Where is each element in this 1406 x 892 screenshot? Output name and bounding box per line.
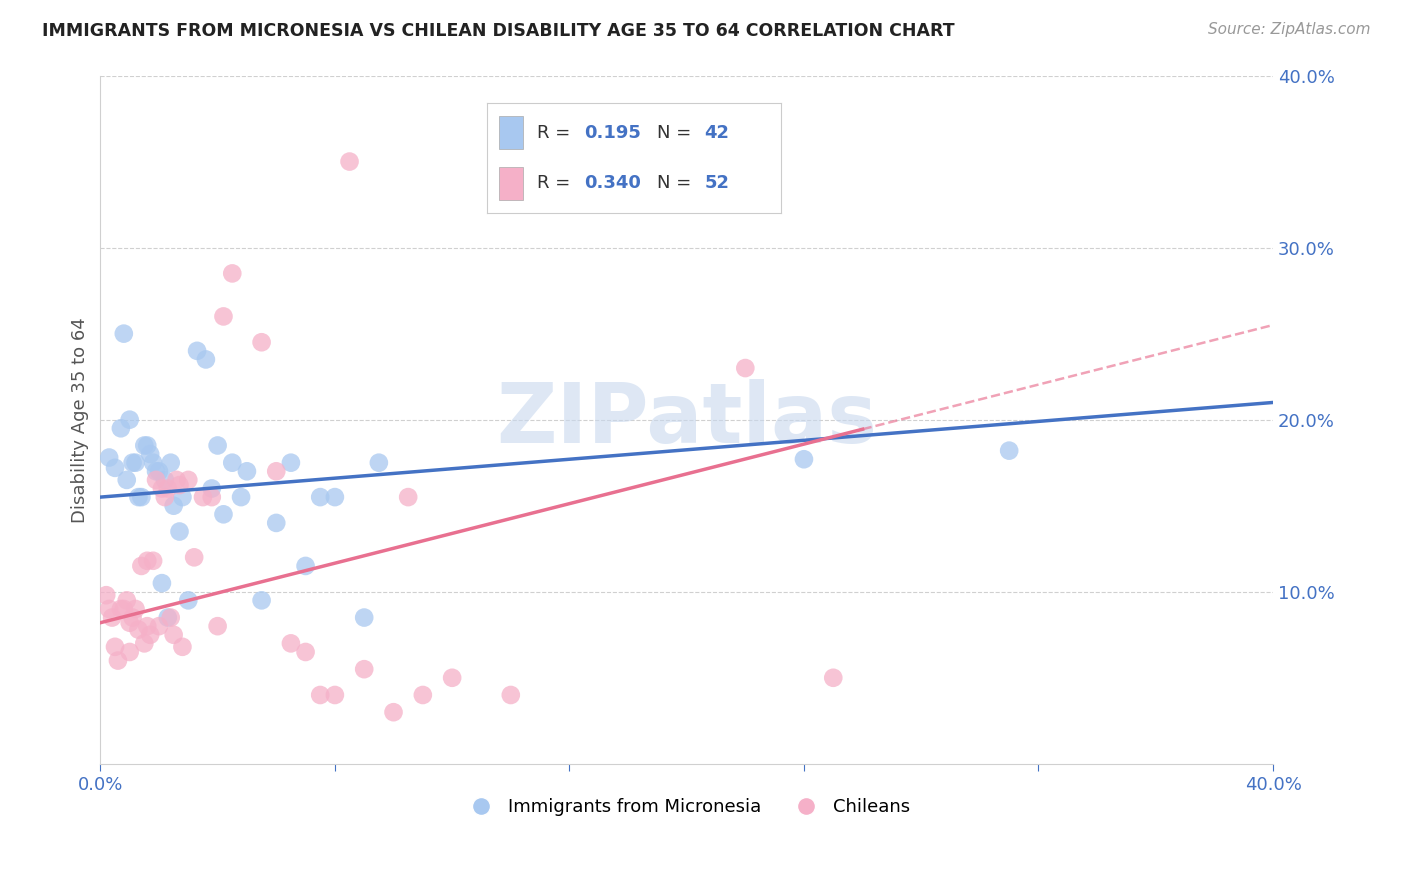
- Point: [309, 490, 332, 504]
- Point: [323, 490, 346, 504]
- Point: [127, 490, 149, 504]
- Legend: Immigrants from Micronesia, Chileans: Immigrants from Micronesia, Chileans: [456, 791, 918, 823]
- Point: [186, 343, 208, 358]
- Point: [118, 412, 141, 426]
- Point: [159, 456, 181, 470]
- Point: [150, 482, 173, 496]
- Point: [212, 508, 235, 522]
- Point: [229, 490, 252, 504]
- Point: [998, 443, 1021, 458]
- Point: [153, 473, 176, 487]
- Point: [183, 550, 205, 565]
- Point: [212, 310, 235, 324]
- Point: [121, 610, 143, 624]
- Point: [177, 593, 200, 607]
- Point: [250, 335, 273, 350]
- Point: [280, 636, 302, 650]
- Point: [264, 464, 287, 478]
- Point: [115, 473, 138, 487]
- Point: [136, 438, 159, 452]
- Point: [412, 688, 434, 702]
- Point: [121, 456, 143, 470]
- Point: [294, 645, 316, 659]
- Text: ZIPatlas: ZIPatlas: [496, 379, 877, 460]
- Point: [163, 499, 186, 513]
- Point: [294, 558, 316, 573]
- Point: [169, 524, 191, 539]
- Point: [142, 554, 165, 568]
- Point: [159, 610, 181, 624]
- Point: [177, 473, 200, 487]
- Point: [793, 452, 815, 467]
- Point: [201, 490, 224, 504]
- Point: [172, 640, 194, 654]
- Point: [96, 588, 118, 602]
- Point: [236, 464, 259, 478]
- Point: [353, 662, 375, 676]
- Point: [148, 464, 170, 478]
- Point: [201, 482, 224, 496]
- Point: [127, 623, 149, 637]
- Point: [134, 438, 156, 452]
- Point: [156, 610, 179, 624]
- Point: [823, 671, 845, 685]
- Point: [131, 490, 153, 504]
- Point: [191, 490, 214, 504]
- Point: [675, 154, 697, 169]
- Point: [221, 267, 243, 281]
- Point: [367, 456, 389, 470]
- Point: [124, 602, 146, 616]
- Point: [734, 361, 756, 376]
- Y-axis label: Disability Age 35 to 64: Disability Age 35 to 64: [72, 317, 89, 523]
- Point: [221, 456, 243, 470]
- Point: [207, 438, 229, 452]
- Point: [101, 610, 124, 624]
- Text: IMMIGRANTS FROM MICRONESIA VS CHILEAN DISABILITY AGE 35 TO 64 CORRELATION CHART: IMMIGRANTS FROM MICRONESIA VS CHILEAN DI…: [42, 22, 955, 40]
- Point: [353, 610, 375, 624]
- Point: [499, 688, 522, 702]
- Point: [148, 619, 170, 633]
- Point: [145, 464, 167, 478]
- Point: [118, 615, 141, 630]
- Point: [172, 490, 194, 504]
- Point: [98, 450, 121, 465]
- Point: [104, 640, 127, 654]
- Point: [194, 352, 217, 367]
- Point: [396, 490, 419, 504]
- Point: [280, 456, 302, 470]
- Point: [150, 576, 173, 591]
- Point: [136, 554, 159, 568]
- Point: [163, 628, 186, 642]
- Point: [139, 447, 162, 461]
- Point: [153, 490, 176, 504]
- Point: [107, 654, 129, 668]
- Point: [134, 636, 156, 650]
- Point: [382, 705, 405, 719]
- Point: [142, 456, 165, 470]
- Point: [118, 645, 141, 659]
- Point: [131, 558, 153, 573]
- Text: Source: ZipAtlas.com: Source: ZipAtlas.com: [1208, 22, 1371, 37]
- Point: [139, 628, 162, 642]
- Point: [115, 593, 138, 607]
- Point: [98, 602, 121, 616]
- Point: [323, 688, 346, 702]
- Point: [339, 154, 361, 169]
- Point: [124, 456, 146, 470]
- Point: [169, 478, 191, 492]
- Point: [264, 516, 287, 530]
- Point: [112, 602, 135, 616]
- Point: [250, 593, 273, 607]
- Point: [441, 671, 464, 685]
- Point: [145, 473, 167, 487]
- Point: [309, 688, 332, 702]
- Point: [110, 421, 132, 435]
- Point: [112, 326, 135, 341]
- Point: [166, 473, 188, 487]
- Point: [156, 482, 179, 496]
- Point: [136, 619, 159, 633]
- Point: [104, 460, 127, 475]
- Point: [110, 602, 132, 616]
- Point: [207, 619, 229, 633]
